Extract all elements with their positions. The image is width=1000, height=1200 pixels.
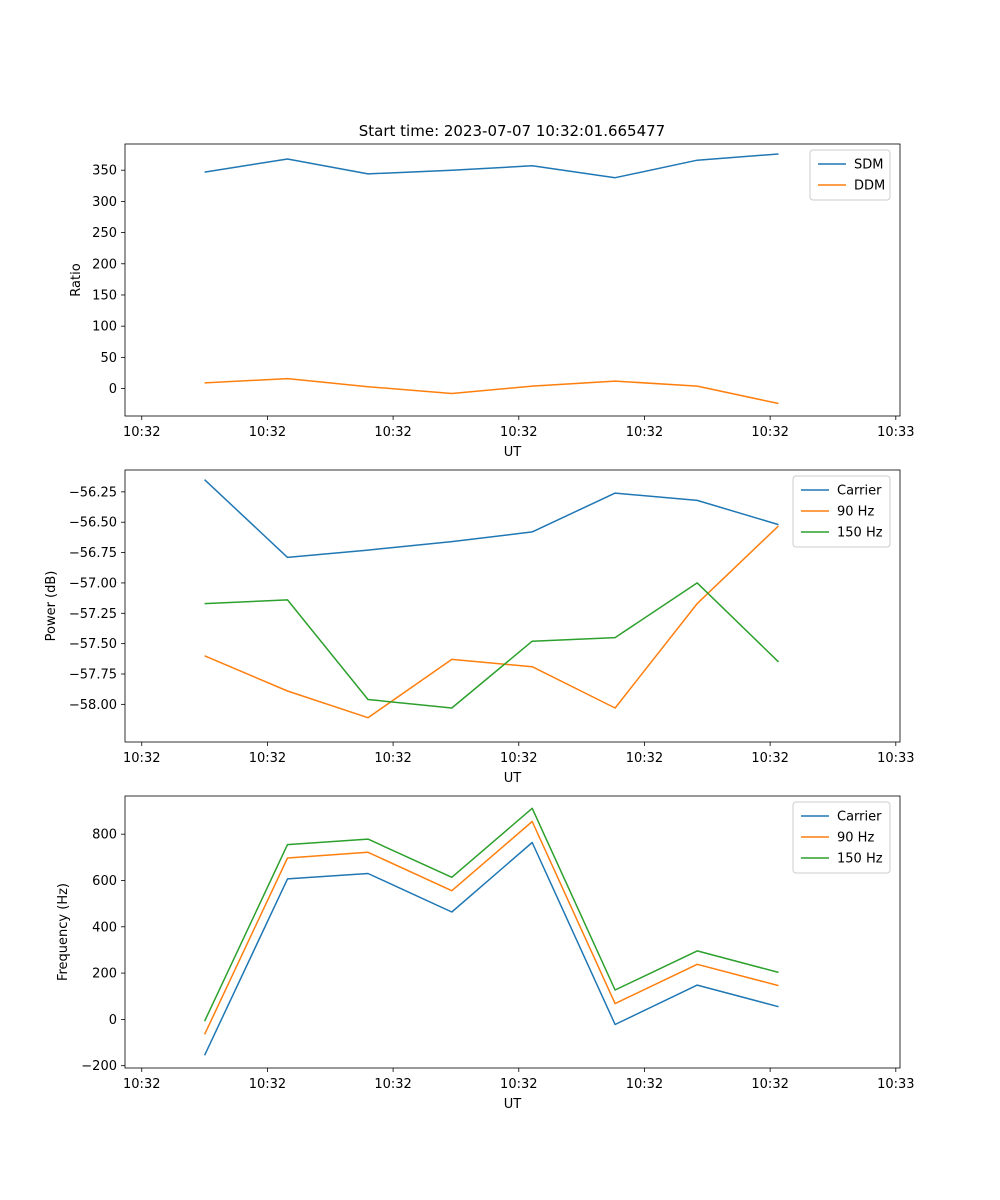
series-line-150-hz xyxy=(203,807,779,1022)
x-tick-label: 10:32 xyxy=(249,751,286,766)
y-tick-label: 400 xyxy=(92,920,117,935)
x-axis-label: UT xyxy=(504,1097,522,1112)
legend-label: DDM xyxy=(854,179,885,194)
y-tick-label: 350 xyxy=(92,164,117,179)
x-tick-label: 10:32 xyxy=(123,1077,160,1092)
series-line-90-hz xyxy=(204,525,780,719)
x-axis-label: UT xyxy=(504,771,522,786)
x-tick-label: 10:32 xyxy=(249,1077,286,1092)
y-tick-label: 150 xyxy=(92,288,117,303)
y-tick-label: 200 xyxy=(92,257,117,272)
chart-title: Start time: 2023-07-07 10:32:01.665477 xyxy=(359,122,665,140)
x-tick-label: 10:32 xyxy=(123,425,160,440)
y-tick-label: −57.00 xyxy=(69,576,117,591)
legend-label: Carrier xyxy=(837,810,882,825)
y-tick-label: 250 xyxy=(92,226,117,241)
x-tick-label: 10:32 xyxy=(626,425,663,440)
y-tick-label: −56.25 xyxy=(69,485,117,500)
series-line-carrier xyxy=(204,479,779,559)
subplot-3: 10:32 10:32 10:32 10:32 10:32 10:32 10:33 −200 0… xyxy=(56,795,915,1112)
x-tick-label: 10:32 xyxy=(374,425,411,440)
y-tick-label: 800 xyxy=(92,828,117,843)
legend-label: 150 Hz xyxy=(837,852,883,867)
y-tick-label: 600 xyxy=(92,874,117,889)
y-tick-label: 100 xyxy=(92,320,117,335)
y-tick-label: −56.75 xyxy=(69,546,117,561)
subplot-2: 10:32 10:32 10:32 10:32 10:32 10:32 10:33 −58.0… xyxy=(44,469,915,786)
legend-label: 90 Hz xyxy=(837,505,874,520)
y-axis-label: Ratio xyxy=(69,263,84,296)
x-tick-label: 10:32 xyxy=(751,751,788,766)
series-line-ddm xyxy=(204,377,779,405)
legend-box xyxy=(809,149,891,201)
x-tick-label: 10:33 xyxy=(877,425,914,440)
x-tick-label: 10:33 xyxy=(877,1077,914,1092)
legend-label: SDM xyxy=(854,158,883,173)
x-tick-label: 10:32 xyxy=(626,1077,663,1092)
series-line-90-hz xyxy=(203,820,779,1035)
series-line-carrier xyxy=(203,841,779,1056)
subplot-1: 10:32 10:32 10:32 10:32 10:32 10:32 10:33 0 50 10… xyxy=(69,143,915,460)
x-tick-label: 10:32 xyxy=(500,1077,537,1092)
legend: SDM DDM xyxy=(809,149,891,201)
x-tick-label: 10:32 xyxy=(249,425,286,440)
x-tick-label: 10:32 xyxy=(500,751,537,766)
x-tick-label: 10:32 xyxy=(123,751,160,766)
axes-frame xyxy=(124,469,901,743)
series-line-150-hz xyxy=(204,582,780,709)
y-tick-label: 50 xyxy=(100,351,117,366)
x-tick-label: 10:33 xyxy=(877,751,914,766)
x-tick-label: 10:32 xyxy=(751,425,788,440)
y-tick-label: −57.25 xyxy=(69,607,117,622)
legend-label: Carrier xyxy=(837,484,882,499)
y-tick-label: −200 xyxy=(81,1059,117,1074)
x-tick-label: 10:32 xyxy=(374,751,411,766)
axes-frame xyxy=(124,143,901,417)
y-tick-label: −56.50 xyxy=(69,516,117,531)
y-tick-label: 200 xyxy=(92,967,117,982)
y-tick-label: −57.50 xyxy=(69,637,117,652)
legend-label: 150 Hz xyxy=(837,526,883,541)
y-axis-label: Power (dB) xyxy=(44,571,59,642)
subplots: 10:32 10:32 10:32 10:32 10:32 10:32 10:33 0 50 10… xyxy=(44,143,915,1112)
x-tick-label: 10:32 xyxy=(626,751,663,766)
x-axis-label: UT xyxy=(504,445,522,460)
series-line-sdm xyxy=(204,153,779,179)
legend-label: 90 Hz xyxy=(837,831,874,846)
y-tick-label: −58.00 xyxy=(69,698,117,713)
legend-box xyxy=(792,801,891,874)
x-tick-label: 10:32 xyxy=(374,1077,411,1092)
y-axis-label: Frequency (Hz) xyxy=(56,883,71,981)
legend-box xyxy=(792,475,891,548)
x-tick-label: 10:32 xyxy=(500,425,537,440)
y-tick-label: 300 xyxy=(92,195,117,210)
legend: Carrier 90 Hz 150 Hz xyxy=(792,475,891,548)
y-tick-label: 0 xyxy=(109,1013,117,1028)
legend: Carrier 90 Hz 150 Hz xyxy=(792,801,891,874)
y-tick-label: −57.75 xyxy=(69,668,117,683)
y-tick-label: 0 xyxy=(109,382,117,397)
axes-frame xyxy=(124,795,901,1069)
x-tick-label: 10:32 xyxy=(751,1077,788,1092)
